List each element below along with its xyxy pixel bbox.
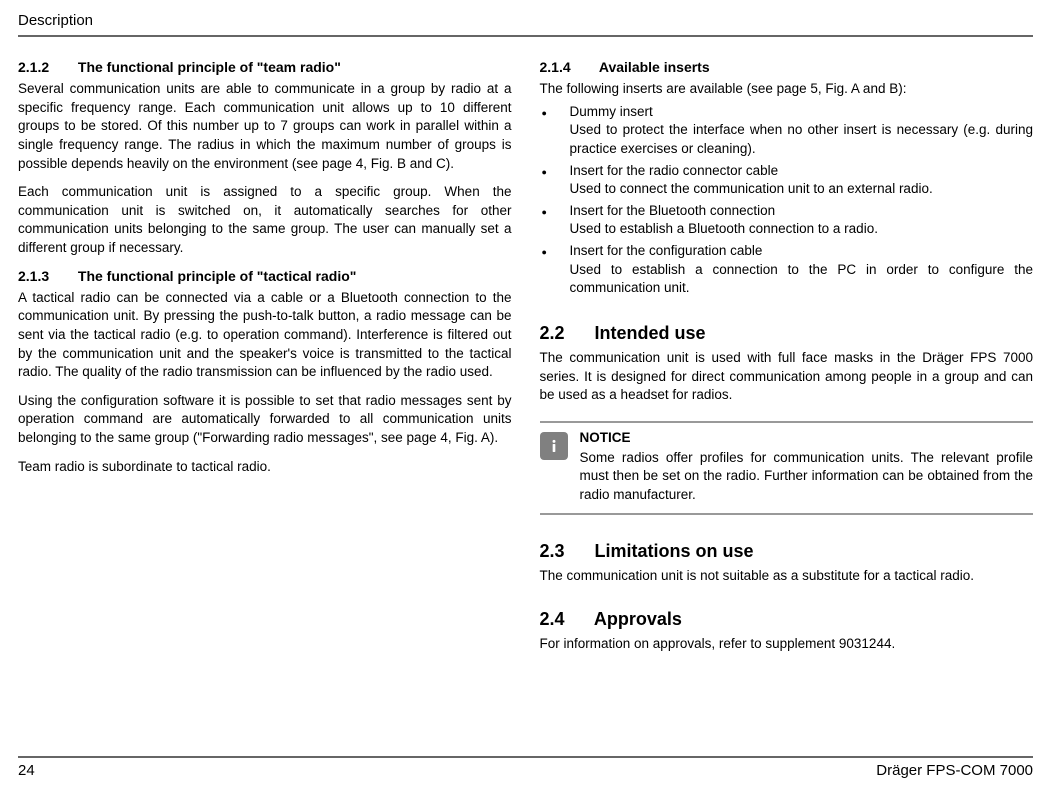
body-paragraph: For information on approvals, refer to s…: [540, 635, 1034, 654]
page-header: Description: [18, 12, 1033, 37]
section-title: Intended use: [595, 323, 706, 343]
section-2-1-2-heading: 2.1.2 The functional principle of "team …: [18, 59, 512, 75]
section-2-1-3-heading: 2.1.3 The functional principle of "tacti…: [18, 268, 512, 284]
section-2-1-4-heading: 2.1.4 Available inserts: [540, 59, 1034, 75]
section-number: 2.2: [540, 323, 590, 344]
page-footer: 24 Dräger FPS-COM 7000: [18, 756, 1033, 789]
notice-title: NOTICE: [580, 430, 1034, 445]
inserts-list: Dummy insert Used to protect the interfa…: [540, 103, 1034, 301]
section-number: 2.1.4: [540, 59, 596, 75]
body-paragraph: Team radio is subordinate to tactical ra…: [18, 458, 512, 477]
list-item: Insert for the configuration cable Used …: [540, 242, 1034, 298]
left-column: 2.1.2 The functional principle of "team …: [18, 59, 512, 736]
product-name: Dräger FPS-COM 7000: [876, 762, 1033, 779]
list-item-title: Insert for the configuration cable: [570, 243, 763, 258]
right-column: 2.1.4 Available inserts The following in…: [540, 59, 1034, 736]
body-paragraph: Using the configuration software it is p…: [18, 392, 512, 448]
list-item-desc: Used to connect the communication unit t…: [570, 181, 933, 196]
section-2-4-heading: 2.4 Approvals: [540, 609, 1034, 630]
body-paragraph: A tactical radio can be connected via a …: [18, 289, 512, 382]
section-title: Available inserts: [599, 59, 710, 75]
section-title: Limitations on use: [595, 541, 754, 561]
list-item-desc: Used to protect the interface when no ot…: [570, 122, 1034, 156]
list-item: Insert for the radio connector cable Use…: [540, 162, 1034, 199]
section-2-3-heading: 2.3 Limitations on use: [540, 541, 1034, 562]
list-item-desc: Used to establish a Bluetooth connection…: [570, 221, 878, 236]
notice-text: Some radios offer profiles for communica…: [580, 449, 1034, 505]
section-number: 2.4: [540, 609, 590, 630]
section-title: Approvals: [594, 609, 682, 629]
section-title: The functional principle of "tactical ra…: [78, 268, 357, 284]
section-number: 2.3: [540, 541, 590, 562]
notice-content: NOTICE Some radios offer profiles for co…: [580, 430, 1034, 505]
list-item: Insert for the Bluetooth connection Used…: [540, 202, 1034, 239]
list-item-title: Dummy insert: [570, 104, 653, 119]
body-paragraph: The communication unit is not suitable a…: [540, 567, 1034, 586]
body-paragraph: The communication unit is used with full…: [540, 349, 1034, 405]
body-paragraph: Several communication units are able to …: [18, 80, 512, 173]
section-title: The functional principle of "team radio": [78, 59, 341, 75]
section-number: 2.1.3: [18, 268, 74, 284]
content-area: 2.1.2 The functional principle of "team …: [18, 59, 1033, 736]
section-number: 2.1.2: [18, 59, 74, 75]
list-item-title: Insert for the radio connector cable: [570, 163, 779, 178]
info-icon: [540, 432, 568, 460]
header-title: Description: [18, 12, 93, 29]
page-number: 24: [18, 762, 35, 779]
list-item-title: Insert for the Bluetooth connection: [570, 203, 776, 218]
section-2-2-heading: 2.2 Intended use: [540, 323, 1034, 344]
list-item: Dummy insert Used to protect the interfa…: [540, 103, 1034, 159]
body-paragraph: The following inserts are available (see…: [540, 80, 1034, 99]
body-paragraph: Each communication unit is assigned to a…: [18, 183, 512, 258]
notice-box: NOTICE Some radios offer profiles for co…: [540, 421, 1034, 515]
list-item-desc: Used to establish a connection to the PC…: [570, 262, 1034, 296]
